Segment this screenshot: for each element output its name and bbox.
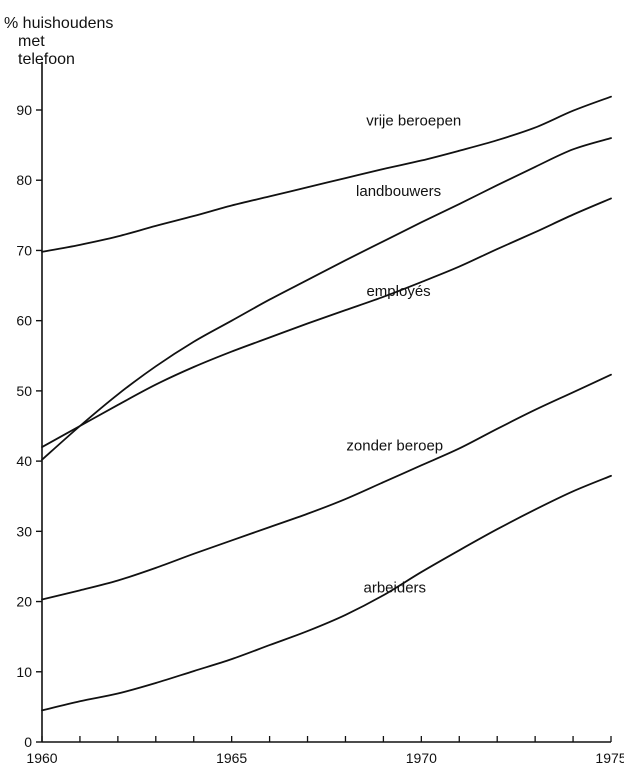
series-label-landbouwers: landbouwers (356, 183, 441, 200)
y-tick-label-60: 60 (16, 313, 32, 329)
series-line-employes (41, 197, 612, 448)
series-group: vrije beroepen landbouwers employés zonder … (41, 95, 612, 712)
x-tick-label-1970: 1970 (406, 750, 437, 766)
series-label-employes: employés (366, 283, 430, 300)
x-tick-label-1975: 1975 (595, 750, 624, 766)
series-label-zonder-beroep: zonder beroep (346, 438, 443, 455)
x-tick-label-1965: 1965 (216, 750, 247, 766)
y-tick-label-40: 40 (16, 453, 32, 469)
series-label-arbeiders: arbeiders (364, 580, 427, 597)
y-axis-ticks: 0 10 20 30 40 50 60 70 80 90 (16, 102, 42, 750)
y-axis-title-line-2: met (18, 33, 45, 50)
y-tick-label-90: 90 (16, 102, 32, 118)
x-tick-label-1960: 1960 (26, 750, 57, 766)
series-line-zonder-beroep (41, 373, 612, 601)
x-axis-ticks: 1960 1965 1970 1975 (26, 736, 624, 766)
y-tick-label-0: 0 (24, 734, 32, 750)
series-line-arbeiders (41, 474, 612, 712)
y-tick-label-10: 10 (16, 664, 32, 680)
y-tick-label-70: 70 (16, 242, 32, 258)
y-tick-label-20: 20 (16, 594, 32, 610)
y-tick-label-80: 80 (16, 172, 32, 188)
axes (41, 62, 611, 743)
series-line-vrije-beroepen (41, 95, 612, 253)
y-axis-title-line-1: % huishoudens (4, 15, 113, 32)
y-tick-label-50: 50 (16, 383, 32, 399)
series-label-vrije-beroepen: vrije beroepen (366, 113, 461, 130)
series-line-landbouwers (41, 137, 612, 461)
y-axis-title-line-3: telefoon (18, 51, 75, 68)
y-tick-label-30: 30 (16, 523, 32, 539)
